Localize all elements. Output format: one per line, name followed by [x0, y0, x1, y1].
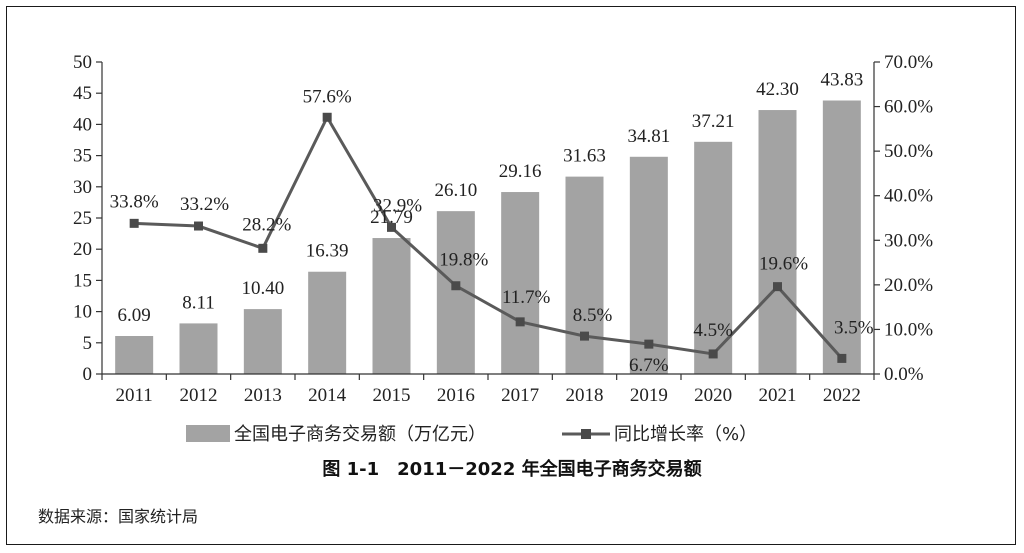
- bar-2014: [308, 271, 347, 374]
- bar-value-label-2013: 10.40: [241, 278, 284, 299]
- axes-layer: 0 5 10 15 20 25 30 35 40 45 50 0.0% 10.0% 20.0% 30.0% 4…: [73, 52, 933, 406]
- x-tick-label-2014: 2014: [308, 385, 347, 406]
- bar-value-label-2017: 29.16: [499, 161, 542, 182]
- line-marker-2011: [129, 218, 139, 228]
- left-tick-label: 45: [73, 83, 92, 104]
- growth-rate-line: [134, 114, 843, 360]
- bar-2015: [372, 238, 411, 374]
- legend-line-label: 同比增长率（%）: [614, 424, 757, 445]
- bar-value-label-2014: 16.39: [306, 241, 349, 262]
- right-tick-label: 0.0%: [884, 364, 924, 385]
- line-marker-2017: [515, 317, 525, 327]
- line-value-label-2016: 19.8%: [439, 250, 488, 271]
- left-tick-label: 0: [83, 364, 93, 385]
- line-value-label-2019: 6.7%: [629, 355, 669, 376]
- line-value-label-2022: 3.5%: [834, 317, 874, 338]
- x-tick-label-2021: 2021: [759, 385, 797, 406]
- labels-layer: 6.09 8.11 10.40 16.39 21.79 26.10 29.16 31.63 34…: [110, 70, 874, 377]
- x-tick-label-2019: 2019: [630, 385, 668, 406]
- line-marker-2021: [773, 282, 782, 292]
- line-marker-2013: [258, 243, 268, 253]
- line-marker-2014: [322, 112, 332, 122]
- line-marker-2019: [644, 339, 654, 349]
- data-source: 数据来源：国家统计局: [38, 507, 198, 526]
- line-marker-2012: [194, 221, 203, 231]
- line-marker-2018: [580, 331, 589, 341]
- right-tick-label: 50.0%: [884, 141, 933, 162]
- bar-2012: [179, 323, 218, 374]
- x-tick-label-2012: 2012: [180, 385, 218, 406]
- right-tick-label: 70.0%: [884, 52, 933, 73]
- x-tick-label-2022: 2022: [823, 385, 861, 406]
- line-marker-2020: [708, 349, 718, 359]
- left-tick-label: 50: [73, 52, 92, 73]
- bars-layer: [115, 100, 861, 375]
- legend-line-marker: [581, 429, 591, 439]
- left-tick-label: 5: [83, 333, 93, 354]
- bar-value-label-2011: 6.09: [118, 305, 151, 326]
- left-tick-label: 35: [73, 146, 92, 167]
- left-tick-label: 15: [73, 270, 92, 291]
- line-marker-2016: [451, 281, 461, 291]
- bar-value-label-2022: 43.83: [820, 70, 863, 91]
- x-tick-label-2015: 2015: [373, 385, 411, 406]
- x-tick-label-2017: 2017: [501, 385, 539, 406]
- x-tick-label-2018: 2018: [566, 385, 604, 406]
- x-tick-label-2020: 2020: [694, 385, 732, 406]
- left-tick-label: 10: [73, 302, 92, 323]
- legend: 全国电子商务交易额（万亿元） 同比增长率（%）: [186, 424, 757, 445]
- line-value-label-2017: 11.7%: [502, 287, 551, 308]
- bar-2017: [501, 192, 540, 374]
- bar-value-label-2020: 37.21: [692, 111, 735, 132]
- legend-bar-swatch: [186, 425, 230, 442]
- left-tick-label: 20: [73, 239, 92, 260]
- left-tick-label: 40: [73, 114, 92, 135]
- bar-value-label-2012: 8.11: [182, 292, 215, 313]
- x-tick-label-2011: 2011: [116, 385, 153, 406]
- bar-value-label-2021: 42.30: [756, 79, 799, 100]
- line-layer: [129, 112, 847, 363]
- left-tick-label: 30: [73, 177, 92, 198]
- right-tick-label: 60.0%: [884, 97, 933, 118]
- right-tick-label: 20.0%: [884, 275, 933, 296]
- bar-2019: [629, 156, 668, 374]
- line-value-label-2020: 4.5%: [693, 320, 733, 341]
- line-value-label-2011: 33.8%: [110, 191, 159, 212]
- line-value-label-2013: 28.2%: [242, 214, 291, 235]
- line-value-label-2012: 33.2%: [180, 194, 229, 215]
- bar-2020: [694, 141, 733, 374]
- bar-2013: [243, 309, 282, 374]
- bar-value-label-2015: 21.79: [370, 207, 413, 228]
- line-value-label-2014: 57.6%: [303, 86, 352, 107]
- bar-2018: [565, 176, 604, 374]
- line-value-label-2021: 19.6%: [759, 254, 808, 275]
- right-tick-label: 40.0%: [884, 186, 933, 207]
- line-marker-2015: [387, 222, 396, 232]
- line-value-label-2015: 32.9%: [373, 195, 422, 216]
- legend-bar-label: 全国电子商务交易额（万亿元）: [234, 424, 486, 445]
- bar-2022: [822, 100, 861, 375]
- right-tick-label: 30.0%: [884, 230, 933, 251]
- bar-value-label-2019: 34.81: [627, 126, 670, 147]
- left-tick-label: 25: [73, 208, 92, 229]
- right-tick-label: 10.0%: [884, 319, 933, 340]
- bar-2011: [115, 335, 154, 374]
- bar-value-label-2018: 31.63: [563, 146, 606, 167]
- x-tick-label-2013: 2013: [244, 385, 282, 406]
- figure-caption: 图 1-1 2011－2022 年全国电子商务交易额: [322, 458, 701, 480]
- line-marker-2022: [837, 353, 847, 363]
- line-value-label-2018: 8.5%: [573, 305, 613, 326]
- bar-value-label-2016: 26.10: [434, 180, 477, 201]
- x-tick-label-2016: 2016: [437, 385, 475, 406]
- bar-2021: [758, 110, 797, 374]
